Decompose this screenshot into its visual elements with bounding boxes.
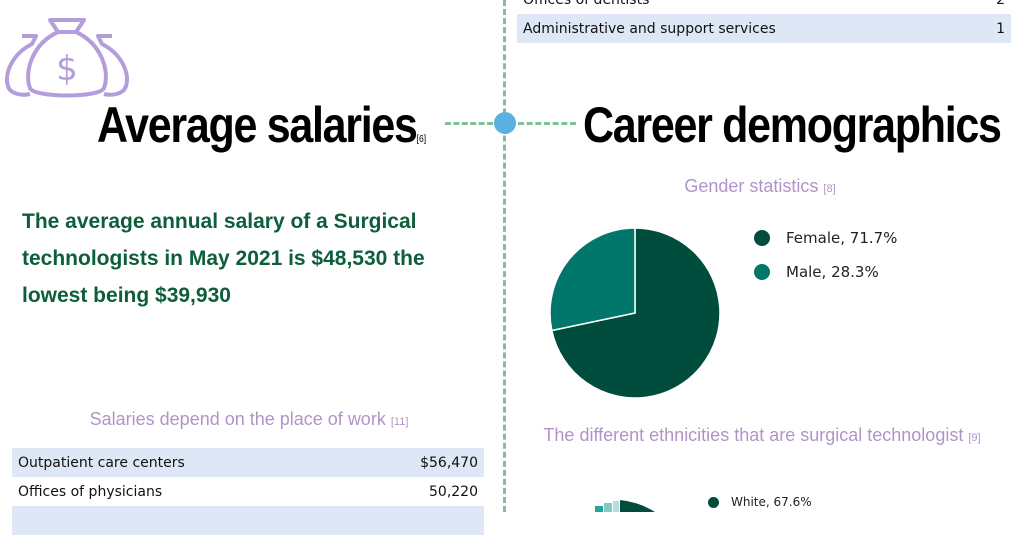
table-row: Offices of physicians 50,220	[12, 477, 484, 506]
pie-slice	[604, 503, 612, 512]
ethnicity-pie-chart	[595, 500, 655, 512]
row-label: Offices of dentists	[517, 0, 975, 14]
average-salaries-heading: Average salaries[6]	[97, 97, 427, 153]
row-value: 1	[974, 14, 1011, 43]
row-label: Outpatient care centers	[12, 448, 352, 477]
legend-male: Male, 28.3%	[754, 263, 879, 281]
salary-summary: The average annual salary of a Surgical …	[22, 210, 425, 307]
row-label: Offices of physicians	[18, 483, 163, 500]
row-value: $56,470	[351, 448, 484, 477]
reference-link[interactable]: [6]	[416, 134, 427, 145]
table-row	[12, 506, 484, 535]
row-label	[12, 506, 352, 535]
pie-slice	[613, 501, 619, 512]
salary-table: Outpatient care centers $56,470 Offices o…	[12, 448, 484, 535]
ethnicity-title: The different ethnicities that are surgi…	[543, 425, 981, 445]
row-value: 50,220	[429, 483, 478, 500]
horizontal-divider-left	[445, 122, 493, 125]
reference-link[interactable]: [8]	[823, 183, 836, 195]
money-bags-icon: $	[5, 18, 129, 98]
salary-table-title: Salaries depend on the place of work [11…	[89, 409, 409, 429]
legend-label: Female, 71.7%	[786, 229, 898, 247]
legend-swatch	[708, 496, 719, 508]
pie-slice-female	[550, 227, 721, 399]
table-row: Offices of dentists2	[517, 0, 1011, 14]
divider-dot	[494, 112, 516, 134]
pie-slice-white	[620, 500, 655, 512]
pie-slice-male	[549, 227, 636, 332]
row-value	[351, 506, 484, 535]
pie-slice	[595, 506, 603, 512]
legend-white: White, 67.6%	[708, 495, 812, 509]
table-row: Outpatient care centers $56,470	[12, 448, 484, 477]
employment-table: Offices of dentists2 Administrative and …	[517, 0, 1011, 43]
horizontal-divider-right	[518, 122, 576, 125]
legend-swatch	[754, 230, 770, 246]
legend-female: Female, 71.7%	[754, 229, 897, 247]
vertical-divider	[503, 0, 506, 512]
svg-text:$: $	[56, 49, 78, 89]
gender-title: Gender statistics [8]	[684, 176, 836, 196]
row-value: 2	[975, 0, 1011, 14]
career-demographics-heading: Career demographics	[583, 97, 1002, 153]
reference-link[interactable]: [9]	[968, 432, 981, 444]
legend-label: White, 67.6%	[731, 495, 812, 509]
legend-label: Male, 28.3%	[786, 263, 879, 281]
row-label: Administrative and support services	[517, 14, 975, 43]
reference-link[interactable]: [11]	[390, 416, 409, 428]
table-row: Administrative and support services 1	[517, 14, 1011, 43]
legend-swatch	[754, 264, 770, 280]
gender-pie-chart	[549, 227, 721, 399]
